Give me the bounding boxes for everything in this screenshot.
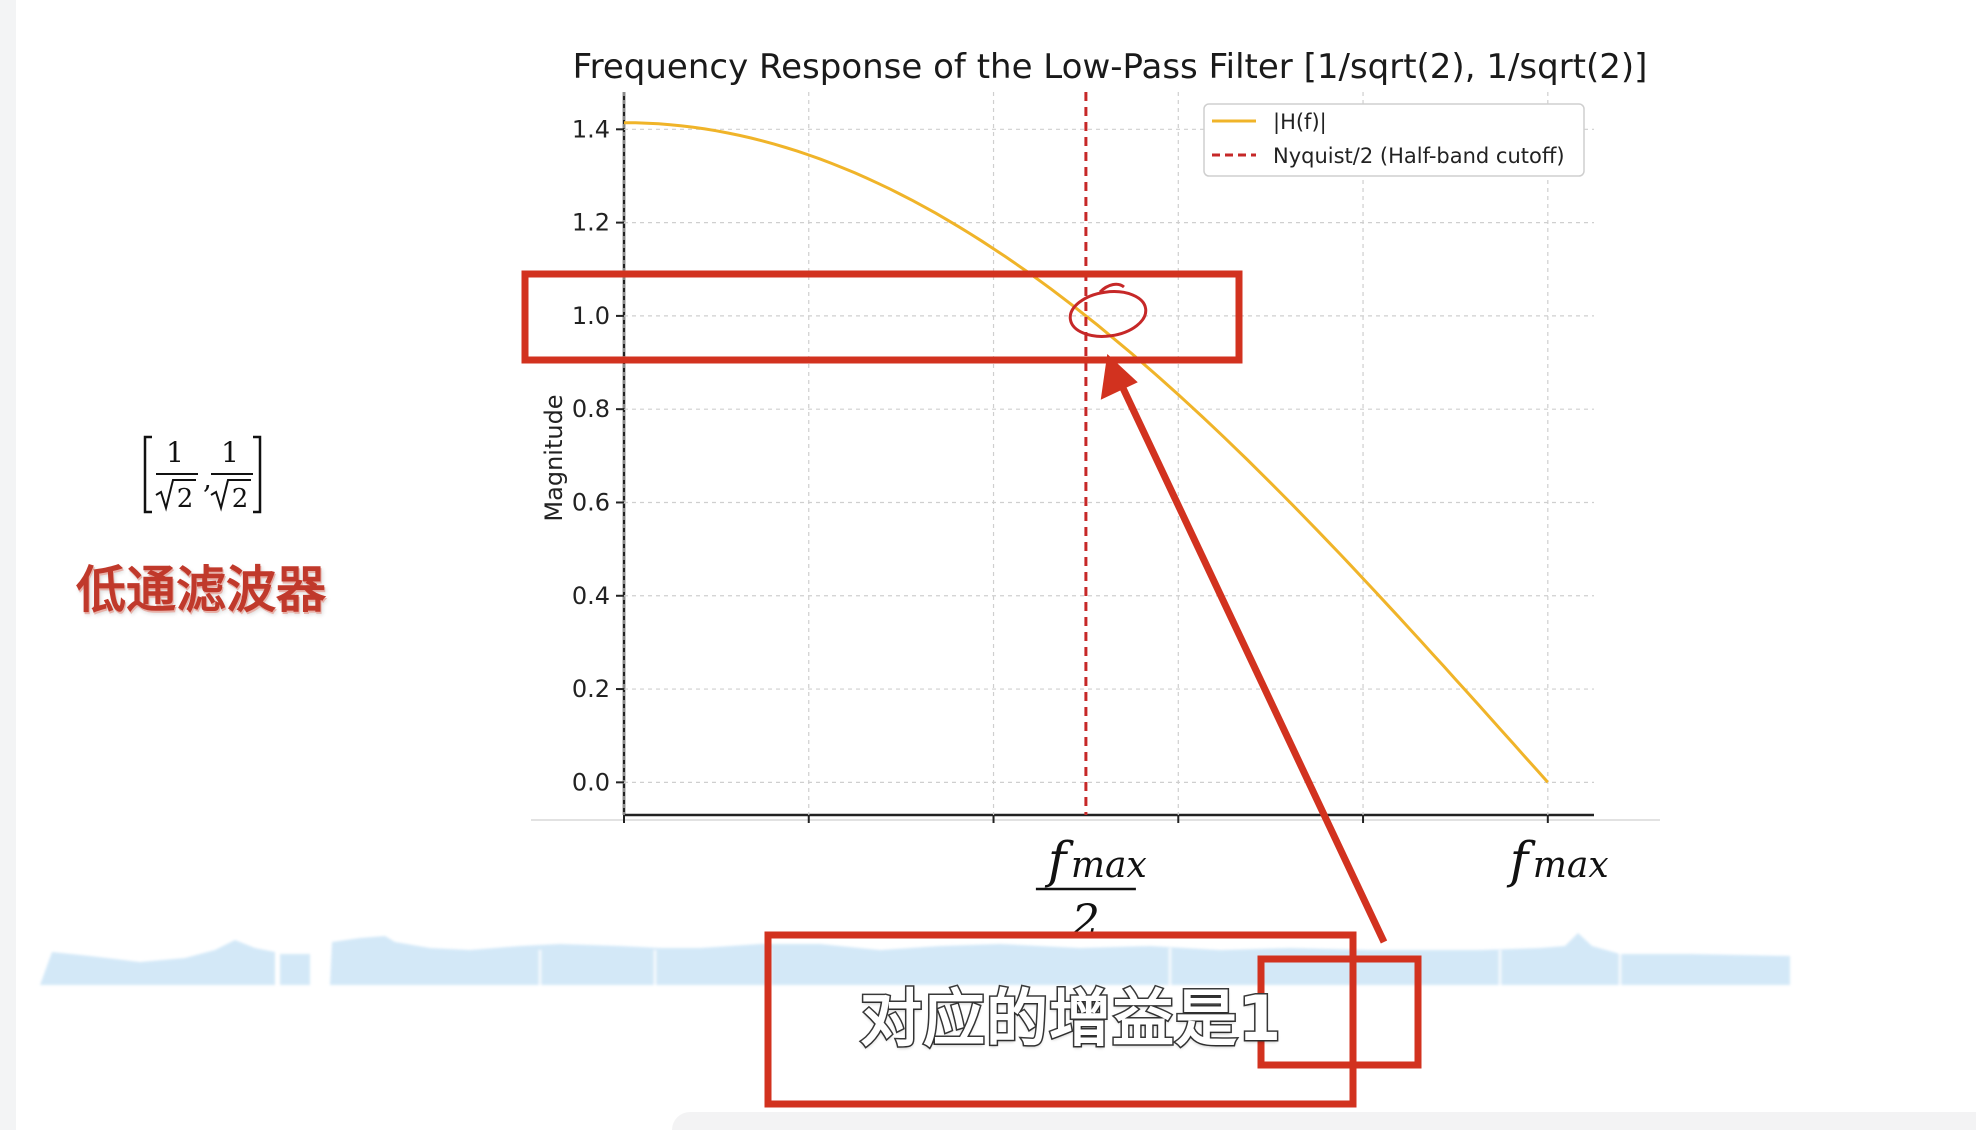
video-subtitle: 对应的增益是1 (858, 981, 1283, 1057)
x-tick-label-1: f max (1506, 831, 1609, 889)
arrow-head (1100, 353, 1138, 400)
x-tick-label-f: f (1044, 831, 1074, 889)
formula-radicand-2: 2 (232, 484, 249, 514)
legend-label-hf: |H(f)| (1273, 110, 1327, 135)
filter-coefficients-formula: 1 2 , 1 2 (143, 435, 262, 514)
arrow-shaft (1118, 384, 1388, 944)
formula-numerator-2: 1 (221, 436, 239, 469)
highlight-box-gain (521, 270, 1243, 364)
x-tick-label-denominator: 2 (1071, 896, 1100, 947)
x-tick-label-f: f (1506, 831, 1536, 889)
x-tick-label-sub: max (1071, 845, 1147, 886)
grid-lines (623, 92, 1594, 815)
legend: |H(f)| Nyquist/2 (Half-band cutoff) (1203, 103, 1585, 177)
y-tick-label: 0.4 (572, 582, 610, 610)
formula-numerator-1: 1 (166, 436, 184, 469)
y-tick-label: 0.0 (572, 768, 610, 796)
annotation-overlays (521, 270, 1422, 1108)
y-ticks: 0.0 0.2 0.4 0.6 0.8 1.0 1.2 1.4 (572, 115, 624, 796)
left-edge-strip (0, 0, 16, 1130)
x-tick-label-0: f max 2 (1035, 831, 1147, 947)
y-tick-label: 0.2 (572, 675, 610, 703)
x-tick-label-sub: max (1533, 845, 1609, 886)
lowpass-filter-label: 低通滤波器 (76, 561, 326, 619)
y-tick-label: 0.8 (572, 395, 610, 423)
y-tick-label: 0.6 (572, 488, 610, 516)
formula-comma: , (203, 462, 212, 495)
highlight-circle-point (1068, 290, 1148, 338)
y-axis-label: Magnitude (540, 394, 568, 521)
highlight-box-digit (1257, 955, 1422, 1069)
y-tick-label: 1.4 (572, 115, 610, 143)
bottom-panel (672, 1112, 1976, 1130)
y-tick-label: 1.0 (572, 302, 610, 330)
chart-title: Frequency Response of the Low-Pass Filte… (573, 47, 1648, 87)
series-layer (624, 92, 1549, 815)
legend-label-nyquist: Nyquist/2 (Half-band cutoff) (1273, 144, 1565, 168)
highlight-box-subtitle (764, 931, 1357, 1108)
formula-radicand-1: 2 (177, 484, 194, 514)
y-tick-label: 1.2 (572, 209, 610, 237)
